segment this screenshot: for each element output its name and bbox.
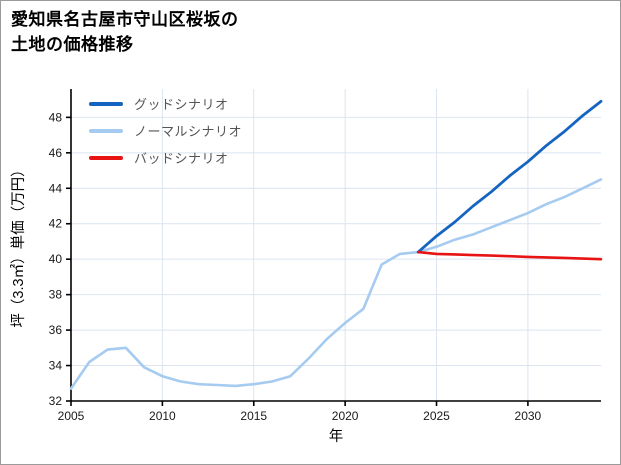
- svg-text:44: 44: [49, 181, 63, 195]
- svg-text:34: 34: [49, 359, 63, 373]
- svg-text:46: 46: [49, 146, 63, 160]
- legend-line-swatch: [89, 155, 123, 160]
- svg-text:42: 42: [49, 217, 63, 231]
- chart-title-line1: 愛知県名古屋市守山区桜坂の: [11, 10, 239, 29]
- svg-text:36: 36: [49, 323, 63, 337]
- svg-text:38: 38: [49, 288, 63, 302]
- svg-text:2010: 2010: [149, 409, 176, 423]
- legend-item-good: グッドシナリオ: [89, 90, 242, 117]
- svg-text:32: 32: [49, 394, 63, 408]
- svg-text:2020: 2020: [332, 409, 359, 423]
- svg-text:2025: 2025: [423, 409, 450, 423]
- svg-text:48: 48: [49, 110, 63, 124]
- chart-title-line2: 土地の価格推移: [11, 34, 134, 54]
- chart-legend: グッドシナリオ ノーマルシナリオ バッドシナリオ: [89, 90, 242, 171]
- svg-text:40: 40: [49, 252, 63, 266]
- svg-text:2030: 2030: [515, 409, 542, 423]
- legend-line-swatch: [89, 128, 123, 133]
- svg-text:年: 年: [329, 428, 344, 445]
- svg-text:2015: 2015: [240, 409, 267, 423]
- legend-item-bad: バッドシナリオ: [89, 144, 242, 171]
- legend-item-normal: ノーマルシナリオ: [89, 117, 242, 144]
- svg-text:2005: 2005: [58, 409, 85, 423]
- legend-label: ノーマルシナリオ: [134, 124, 243, 139]
- svg-text:坪（3.3㎡）単価（万円）: 坪（3.3㎡）単価（万円）: [10, 162, 27, 327]
- legend-label: バッドシナリオ: [134, 151, 229, 166]
- legend-line-swatch: [89, 101, 123, 106]
- legend-label: グッドシナリオ: [134, 97, 229, 112]
- chart-title: 愛知県名古屋市守山区桜坂の 土地の価格推移: [11, 8, 239, 57]
